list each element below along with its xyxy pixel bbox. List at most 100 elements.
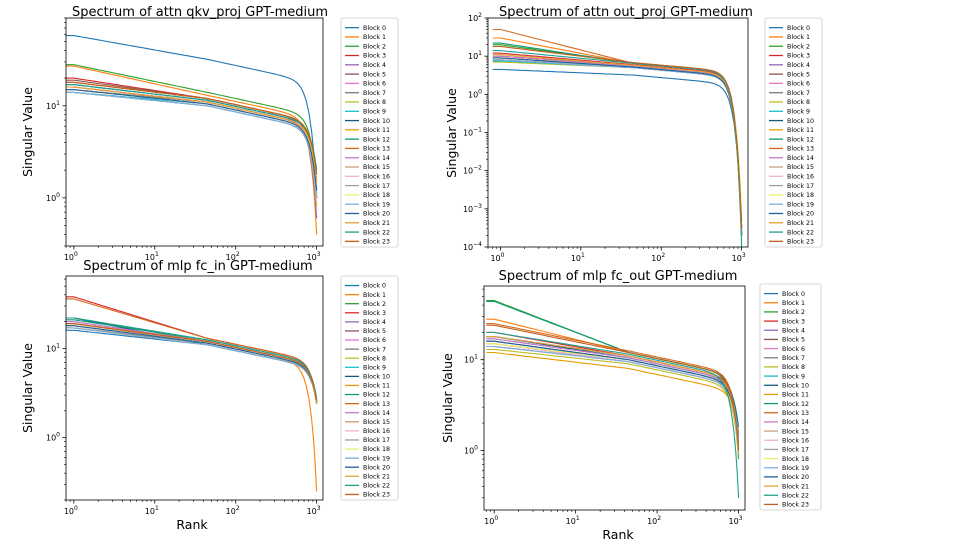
legend-item: Block 1 bbox=[345, 34, 386, 41]
series-line-block-19 bbox=[492, 59, 743, 229]
legend-item: Block 4 bbox=[345, 62, 386, 69]
legend-item: Block 21 bbox=[769, 220, 814, 227]
y-tick-label: 101 bbox=[46, 100, 60, 111]
legend-label: Block 16 bbox=[782, 437, 809, 444]
series-line-block-11 bbox=[492, 57, 743, 236]
y-tick-label: 100 bbox=[464, 444, 478, 455]
legend-item: Block 23 bbox=[764, 502, 809, 509]
series-line-block-23 bbox=[66, 323, 318, 401]
legend-item: Block 17 bbox=[769, 183, 814, 190]
axes-frame bbox=[483, 285, 746, 511]
legend-label: Block 6 bbox=[787, 81, 810, 88]
legend-item: Block 14 bbox=[764, 419, 809, 426]
chart-title: Spectrum of attn out_proj GPT-medium bbox=[499, 5, 753, 20]
legend-label: Block 3 bbox=[363, 53, 386, 60]
legend-item: Block 13 bbox=[345, 401, 390, 408]
legend-item: Block 8 bbox=[769, 99, 810, 106]
series-line-block-22 bbox=[66, 84, 318, 171]
y-axis-label: Singular Value bbox=[20, 87, 35, 177]
series-line-block-20 bbox=[66, 89, 318, 191]
legend-label: Block 16 bbox=[363, 174, 390, 181]
series-line-block-3 bbox=[492, 52, 743, 229]
legend-label: Block 17 bbox=[782, 447, 809, 454]
legend-label: Block 10 bbox=[363, 118, 390, 125]
legend-label: Block 19 bbox=[363, 455, 390, 462]
series-line-block-19 bbox=[486, 345, 740, 438]
legend-label: Block 1 bbox=[363, 34, 386, 41]
legend-item: Block 3 bbox=[345, 310, 386, 317]
legend-item: Block 23 bbox=[345, 239, 390, 246]
legend-item: Block 16 bbox=[769, 174, 814, 181]
legend-item: Block 13 bbox=[769, 146, 814, 153]
y-tick-label: 102 bbox=[468, 12, 482, 23]
legend-label: Block 9 bbox=[782, 373, 805, 380]
series-line-block-6 bbox=[66, 86, 318, 207]
series-line-block-9 bbox=[492, 60, 743, 229]
legend-label: Block 14 bbox=[787, 155, 814, 162]
y-tick-label: 10−2 bbox=[463, 165, 482, 176]
legend-label: Block 17 bbox=[363, 437, 390, 444]
legend-item: Block 6 bbox=[345, 81, 386, 88]
series-line-block-21 bbox=[66, 323, 318, 404]
legend-label: Block 8 bbox=[782, 364, 805, 371]
legend-item: Block 14 bbox=[345, 155, 390, 162]
legend-label: Block 23 bbox=[363, 239, 390, 246]
series-line-block-5 bbox=[66, 323, 318, 404]
series-line-block-0 bbox=[66, 35, 318, 198]
x-tick-label: 102 bbox=[647, 515, 661, 526]
y-tick-label: 100 bbox=[46, 192, 60, 203]
legend-item: Block 11 bbox=[764, 392, 809, 399]
legend-item: Block 22 bbox=[345, 229, 390, 236]
subplot-2: 100 101 102 103 10−4 10−3 10−2 10−1 100 101 102 Spe… bbox=[444, 5, 823, 263]
legend-label: Block 19 bbox=[782, 465, 809, 472]
legend-item: Block 0 bbox=[345, 25, 386, 32]
legend-label: Block 8 bbox=[363, 99, 386, 106]
legend-item: Block 0 bbox=[345, 283, 386, 290]
legend-label: Block 7 bbox=[363, 346, 386, 353]
series-line-block-7 bbox=[66, 89, 318, 198]
legend-label: Block 20 bbox=[363, 211, 390, 218]
series-line-block-14 bbox=[492, 55, 743, 236]
series-line-block-15 bbox=[66, 89, 318, 195]
legend-label: Block 11 bbox=[782, 392, 809, 399]
x-tick-label: 101 bbox=[145, 251, 159, 262]
series-line-block-15 bbox=[492, 57, 743, 236]
series-line-block-23 bbox=[492, 45, 743, 229]
legend-label: Block 1 bbox=[363, 292, 386, 299]
legend-label: Block 11 bbox=[787, 127, 814, 134]
legend-item: Block 12 bbox=[769, 136, 814, 143]
legend-label: Block 5 bbox=[787, 71, 810, 78]
legend-label: Block 12 bbox=[363, 136, 390, 143]
series-line-block-11 bbox=[66, 323, 318, 404]
legend-item: Block 7 bbox=[345, 346, 386, 353]
legend-label: Block 7 bbox=[782, 355, 805, 362]
series-line-block-1 bbox=[492, 37, 743, 236]
legend-label: Block 9 bbox=[363, 364, 386, 371]
legend-item: Block 5 bbox=[764, 337, 805, 344]
legend-item: Block 8 bbox=[345, 99, 386, 106]
legend-label: Block 14 bbox=[782, 419, 809, 426]
legend-label: Block 1 bbox=[787, 34, 810, 41]
x-tick-label: 100 bbox=[484, 515, 498, 526]
legend-label: Block 0 bbox=[363, 25, 386, 32]
x-tick-label: 102 bbox=[651, 252, 665, 263]
legend-label: Block 5 bbox=[363, 71, 386, 78]
legend-item: Block 17 bbox=[764, 447, 809, 454]
legend-item: Block 1 bbox=[764, 300, 805, 307]
series-line-block-8 bbox=[492, 61, 743, 221]
legend-item: Block 11 bbox=[769, 127, 814, 134]
legend-label: Block 7 bbox=[787, 90, 810, 97]
legend-label: Block 18 bbox=[363, 192, 390, 199]
legend-label: Block 20 bbox=[363, 464, 390, 471]
legend-label: Block 23 bbox=[363, 492, 390, 499]
chart-title: Spectrum of mlp fc_out GPT-medium bbox=[499, 269, 738, 284]
y-tick-label: 10−4 bbox=[463, 241, 482, 252]
y-tick-label: 100 bbox=[468, 88, 482, 99]
legend-item: Block 18 bbox=[769, 192, 814, 199]
legend-item: Block 20 bbox=[764, 474, 809, 481]
legend-label: Block 3 bbox=[782, 318, 805, 325]
legend-label: Block 15 bbox=[782, 428, 809, 435]
legend-item: Block 10 bbox=[345, 374, 390, 381]
